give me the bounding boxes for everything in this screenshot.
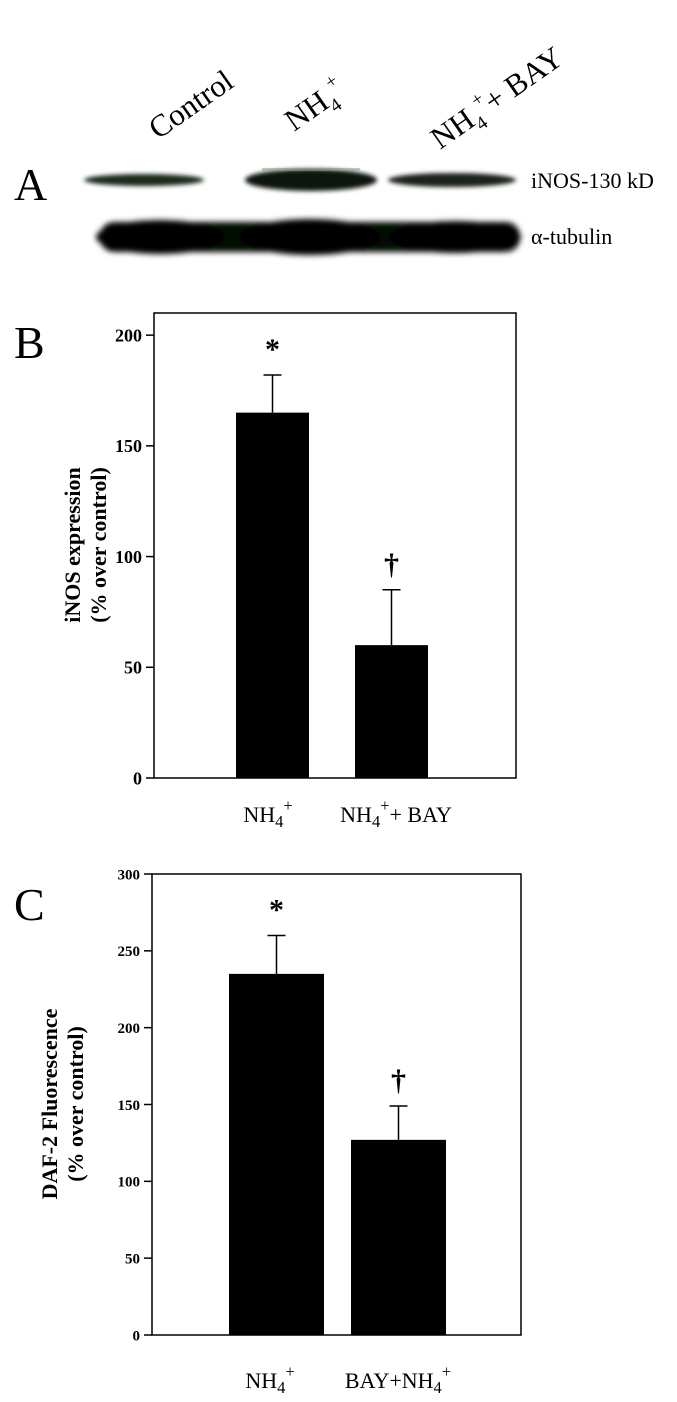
lane-label-nh4-bay: NH4++ BAY xyxy=(423,38,573,161)
chart-b-bar xyxy=(355,645,428,778)
svg-text:Control: Control xyxy=(142,63,240,146)
inos-band-control xyxy=(84,174,204,186)
chart-c-categories: NH4+ BAY+NH4+ xyxy=(245,1362,451,1397)
chart-c-ylabel-line2: (% over control) xyxy=(63,1026,88,1182)
chart-c-ytick-label: 250 xyxy=(118,944,141,960)
chart-b-ytick-label: 50 xyxy=(124,658,142,678)
tubulin-band-left xyxy=(96,220,224,254)
chart-b-ylabel-line1: iNOS expression xyxy=(60,467,85,622)
chart-c-category-label: NH4+ xyxy=(245,1362,294,1397)
panel-a: A Control NH4+ NH4++ BAY iNOS-130 kD xyxy=(14,38,654,255)
tubulin-band-right xyxy=(389,221,521,253)
inos-band-nh4-highlight xyxy=(262,168,360,171)
tubulin-band-mid xyxy=(240,219,380,255)
chart-b-bars: *† xyxy=(236,333,428,778)
chart-b-ytick-label: 200 xyxy=(115,325,142,345)
chart-b-ylabel-line2: (% over control) xyxy=(86,467,111,623)
lane-label-nh4-base: NH xyxy=(278,83,335,137)
chart-c-category-label: BAY+NH4+ xyxy=(345,1362,451,1397)
chart-b-sig-marker: * xyxy=(265,333,280,366)
chart-b-category-label: NH4++ BAY xyxy=(340,796,452,831)
chart-c-sig-marker: † xyxy=(391,1064,406,1097)
lane-label-nh4-sup: + xyxy=(321,70,342,93)
inos-band-nh4-bay xyxy=(388,173,516,187)
chart-c-ylabel-line1: DAF-2 Fluorescence xyxy=(37,1008,62,1199)
chart-c-frame xyxy=(151,873,522,1336)
inos-band-nh4 xyxy=(245,169,377,191)
chart-b-ytick-label: 0 xyxy=(133,768,142,788)
lane-label-nh4-bay-rest: + BAY xyxy=(477,39,569,118)
chart-c-bar xyxy=(351,1139,446,1335)
chart-c-ticks: 0 50 100 150 200 250 300 xyxy=(118,867,152,1344)
lane-label-nh4-bay-base: NH xyxy=(424,101,481,155)
chart-c-ytick-label: 50 xyxy=(125,1251,140,1267)
chart-c-sig-marker: * xyxy=(269,893,284,926)
chart-c-bars: *† xyxy=(229,893,446,1335)
chart-b-category-label: NH4+ xyxy=(243,796,292,831)
chart-c-bar xyxy=(229,973,324,1335)
lane-label-control-text: Control xyxy=(142,63,240,146)
chart-b-categories: NH4+ NH4++ BAY xyxy=(243,796,452,831)
chart-c-ytick-label: 150 xyxy=(118,1098,141,1114)
svg-text:NH4++ BAY: NH4++ BAY xyxy=(423,38,573,161)
lane-label-nh4: NH4+ xyxy=(277,70,355,143)
inos-band-label: iNOS-130 kD xyxy=(531,168,654,193)
lane-label-control: Control xyxy=(142,63,240,146)
chart-c-ytick-label: 0 xyxy=(133,1328,141,1344)
chart-b-ytick-label: 150 xyxy=(115,436,142,456)
chart-c-ylabel: DAF-2 Fluorescence (% over control) xyxy=(37,1008,88,1199)
chart-c-ytick-label: 100 xyxy=(118,1175,141,1191)
tubulin-bands xyxy=(96,219,521,255)
svg-text:NH4+: NH4+ xyxy=(277,70,355,143)
panel-c-letter: C xyxy=(14,879,45,930)
chart-b-ylabel: iNOS expression (% over control) xyxy=(60,467,111,623)
chart-c-ytick-label: 300 xyxy=(118,867,141,883)
chart-b: B iNOS expression (% over control) 0 50 10… xyxy=(14,312,517,831)
chart-b-sig-marker: † xyxy=(384,548,399,581)
chart-c-ytick-label: 200 xyxy=(118,1021,141,1037)
chart-b-frame xyxy=(153,312,517,779)
chart-b-bar xyxy=(236,412,309,778)
chart-c: C DAF-2 Fluorescence (% over control) 0 5… xyxy=(14,867,522,1397)
tubulin-band-label: α-tubulin xyxy=(531,224,612,249)
chart-b-ytick-label: 100 xyxy=(115,547,142,567)
panel-a-letter: A xyxy=(14,159,47,210)
inos-bands xyxy=(84,169,516,191)
panel-b-letter: B xyxy=(14,317,45,368)
chart-b-ticks: 0 50 100 150 200 xyxy=(115,325,154,788)
